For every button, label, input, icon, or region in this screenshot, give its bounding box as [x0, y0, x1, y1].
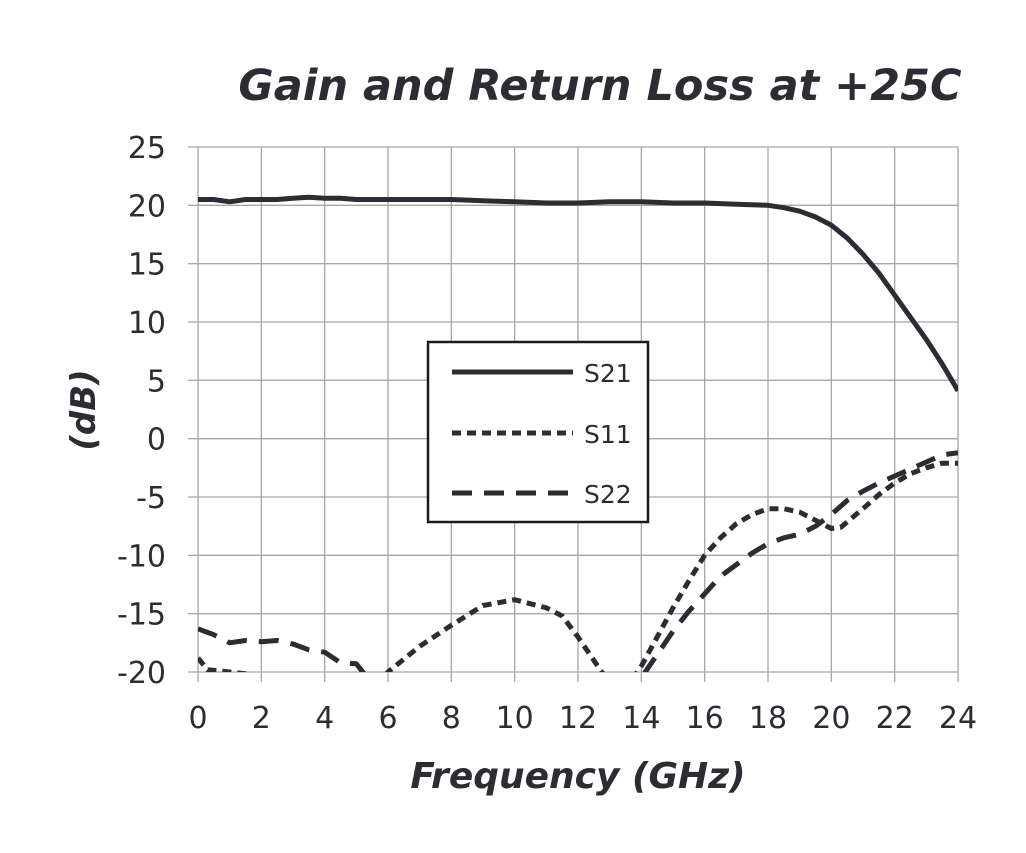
series-layer	[198, 194, 958, 672]
x-axis-label: Frequency (GHz)	[410, 756, 745, 797]
y-tick-label: 20	[128, 189, 166, 224]
legend-label-s11: S11	[584, 420, 632, 449]
x-tick-label: 14	[622, 701, 660, 736]
x-tick-label: 24	[939, 701, 977, 736]
x-tick-label: 2	[252, 701, 271, 736]
series-line-s22	[198, 450, 958, 672]
y-tick-label: 15	[128, 248, 166, 283]
x-tick-label: 0	[188, 701, 207, 736]
y-tick-label: 0	[147, 423, 166, 458]
y-tick-label: -15	[117, 598, 166, 633]
x-tick-label: 16	[686, 701, 724, 736]
x-tick-label: 18	[749, 701, 787, 736]
x-tick-label: 12	[559, 701, 597, 736]
legend-label-s22: S22	[584, 480, 632, 509]
series-line-s21	[198, 194, 958, 393]
y-tick-label: 10	[128, 306, 166, 341]
x-tick-label: 20	[812, 701, 850, 736]
y-tick-label: 25	[128, 131, 166, 166]
x-axis-ticks: 0 2 4 6 8 10 12 14 16 18 20 22 24	[188, 701, 977, 736]
x-tick-label: 6	[378, 701, 397, 736]
x-tick-label: 10	[496, 701, 534, 736]
y-tick-label: 5	[147, 364, 166, 399]
legend: S21 S11 S22	[426, 340, 650, 524]
x-tick-label: 22	[876, 701, 914, 736]
y-tick-label: -20	[117, 656, 166, 691]
y-axis-ticks: 25 20 15 10 5 0 -5 -10 -15 -20	[117, 131, 166, 691]
y-tick-label: -10	[117, 539, 166, 574]
y-tick-label: -5	[136, 481, 166, 516]
chart-title: Gain and Return Loss at +25C	[238, 61, 962, 111]
legend-label-s21: S21	[584, 359, 632, 388]
y-axis-label: (dB)	[64, 369, 104, 450]
series-line-s11	[198, 460, 958, 672]
x-tick-label: 8	[442, 701, 461, 736]
x-tick-label: 4	[315, 701, 334, 736]
